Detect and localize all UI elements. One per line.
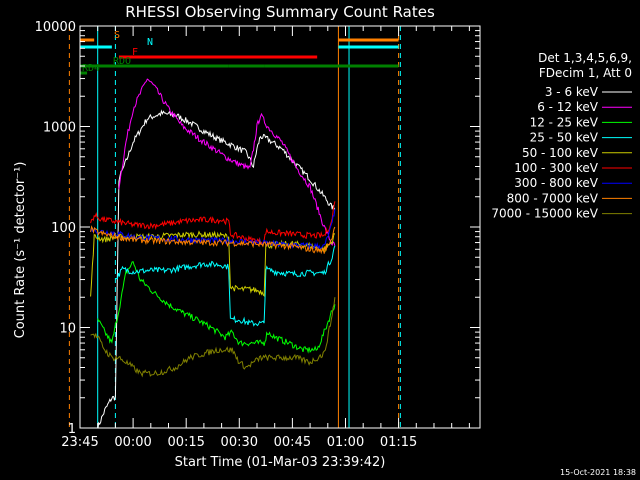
legend-label: 300 - 800 keV	[514, 176, 598, 190]
y-tick-label: 10	[59, 322, 76, 337]
chart-title: RHESSI Observing Summary Count Rates	[125, 3, 435, 21]
legend-label: 100 - 300 keV	[514, 161, 598, 175]
legend-header: Det 1,3,4,5,6,9,	[538, 51, 632, 65]
x-axis: 23:45 00:00 00:15 00:30 00:45 01:00 01:15	[61, 26, 470, 450]
legend-label: 50 - 100 keV	[522, 146, 599, 160]
x-axis-label: Start Time (01-Mar-03 23:39:42)	[175, 455, 386, 470]
series-line	[90, 209, 336, 250]
flag-bar-label: N	[147, 37, 153, 48]
legend-label: 12 - 25 keV	[530, 115, 599, 129]
time-markers	[68, 26, 401, 428]
flag-bar-label: RD4	[82, 63, 100, 74]
legend-label: 800 - 7000 keV	[507, 191, 599, 205]
y-axis-label: Count Rate (s⁻¹ detector⁻¹)	[13, 162, 28, 339]
series-line	[90, 230, 336, 297]
series-line	[115, 245, 336, 327]
series-line	[90, 201, 336, 246]
y-tick-label: 10000	[35, 20, 76, 35]
y-tick-label: 100	[51, 221, 76, 236]
legend-label: 7000 - 15000 keV	[491, 207, 598, 221]
y-tick-label: 1000	[43, 121, 76, 136]
flag-bar-label: F	[132, 47, 138, 58]
legend-label: 25 - 50 keV	[530, 131, 599, 145]
flag-bar-label: RDO	[113, 56, 131, 67]
plot-frame	[79, 25, 481, 429]
y-axis: 1 10 100 1000 10000	[35, 20, 480, 437]
legend-label: 3 - 6 keV	[545, 85, 599, 99]
series-line	[97, 261, 336, 354]
legend-label: 6 - 12 keV	[537, 100, 599, 114]
y-tick-label: 1	[68, 422, 76, 437]
series-line	[90, 225, 336, 255]
x-tick-label: 01:00	[327, 435, 364, 450]
x-tick-label: 01:15	[380, 435, 417, 450]
timestamp: 15-Oct-2021 18:38	[560, 468, 636, 477]
legend-header: FDecim 1, Att 0	[539, 66, 632, 80]
flag-bar-label: S	[114, 30, 120, 41]
series-lines	[90, 78, 336, 428]
x-tick-label: 23:45	[61, 435, 98, 450]
legend: Det 1,3,4,5,6,9,FDecim 1, Att 0 3 - 6 keV…	[491, 51, 632, 221]
series-line	[118, 78, 336, 246]
x-tick-label: 00:00	[114, 435, 151, 450]
x-tick-label: 00:15	[167, 435, 204, 450]
series-line	[90, 297, 336, 378]
x-tick-label: 00:45	[274, 435, 311, 450]
x-tick-label: 00:30	[221, 435, 258, 450]
